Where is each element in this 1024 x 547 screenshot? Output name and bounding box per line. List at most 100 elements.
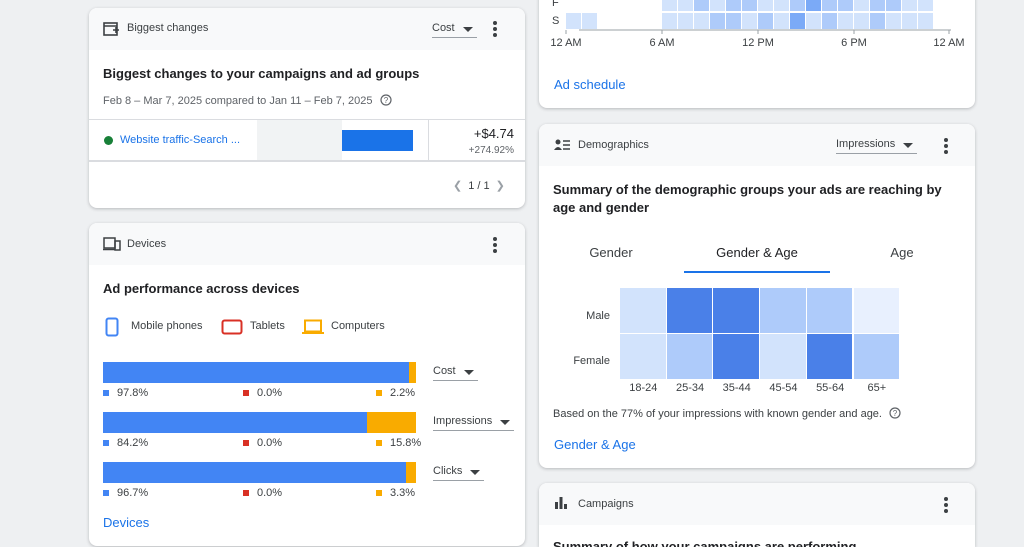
column-label: 55-64 <box>816 382 845 394</box>
device-bar-segment <box>103 412 367 433</box>
heat-cell <box>934 13 949 29</box>
heat-cell <box>582 0 597 11</box>
legend-swatch <box>243 490 249 496</box>
help-icon[interactable]: ? <box>379 94 392 106</box>
card-title: Ad performance across devices <box>103 281 300 296</box>
x-tick-label: 12 AM <box>933 37 964 49</box>
value-label: 2.2% <box>390 387 416 399</box>
metric-dropdown[interactable]: Clicks <box>433 465 485 481</box>
devices-card: Devices Ad performance across devices Mo… <box>89 223 525 546</box>
legend-label: Mobile phones <box>131 320 203 332</box>
legend-swatch <box>103 440 109 446</box>
heat-cell <box>853 334 900 379</box>
heat-cell <box>790 0 805 11</box>
value-label: 15.8% <box>390 437 422 449</box>
metric-dropdown[interactable]: Cost <box>432 22 477 38</box>
heat-cell <box>678 13 693 29</box>
row-label: Female <box>573 355 610 367</box>
column-label: 25-34 <box>675 382 705 394</box>
column-label: 45-54 <box>769 382 798 394</box>
heat-cell <box>566 0 581 11</box>
card-header-title: Campaigns <box>578 498 634 510</box>
heat-cell <box>760 334 806 379</box>
heat-cell <box>806 13 821 29</box>
ad-schedule-link[interactable]: Ad schedule <box>554 77 626 92</box>
heat-cell <box>662 0 677 11</box>
next-page[interactable]: ❯ <box>495 180 505 192</box>
value-label: 84.2% <box>117 437 149 449</box>
legend-swatch <box>376 490 382 496</box>
heat-cell <box>710 13 725 29</box>
x-tick-label: 12 AM <box>550 37 581 49</box>
tab[interactable]: Gender <box>589 245 633 260</box>
device-bar-segment <box>366 412 416 433</box>
svg-text:?: ? <box>893 409 898 418</box>
legend-swatch <box>103 390 109 396</box>
more-menu[interactable] <box>944 497 948 515</box>
column-label: 18-24 <box>629 382 658 394</box>
column-label: 65+ <box>867 382 887 394</box>
heat-cell <box>694 13 709 29</box>
prev-page[interactable]: ❮ <box>453 180 463 192</box>
more-menu[interactable] <box>944 138 948 156</box>
device-bar-segment <box>409 362 416 383</box>
heat-cell <box>838 0 853 11</box>
legend-label: Computers <box>331 320 385 332</box>
change-row: Website traffic-Search ... +$4.74 +274.9… <box>89 119 525 162</box>
heat-cell <box>630 13 645 29</box>
metric-dropdown[interactable]: Impressions <box>433 415 515 431</box>
campaign-link[interactable]: Website traffic-Search ... <box>120 134 241 146</box>
x-tick-label: 6 AM <box>649 37 674 49</box>
heat-cell <box>666 288 713 333</box>
device-bar-segment <box>103 462 406 483</box>
card-header-title: Biggest changes <box>127 22 209 34</box>
heat-cell <box>760 288 806 333</box>
heat-cell <box>758 0 773 11</box>
devices-link[interactable]: Devices <box>103 515 150 530</box>
more-menu[interactable] <box>493 237 497 255</box>
x-tick-label: 12 PM <box>742 37 774 49</box>
device-bar-segment <box>405 462 416 483</box>
heat-cell <box>726 0 741 11</box>
card-header <box>89 223 525 265</box>
heat-cell <box>902 13 917 29</box>
heat-cell <box>620 288 666 333</box>
help-icon[interactable]: ? <box>889 407 901 419</box>
row-label: Male <box>586 310 610 322</box>
heat-cell <box>713 334 760 379</box>
heat-cell <box>790 13 805 29</box>
row-label: S <box>552 15 559 27</box>
more-menu[interactable] <box>493 21 497 39</box>
gender-age-link[interactable]: Gender & Age <box>554 437 636 452</box>
svg-text:?: ? <box>383 96 388 105</box>
divider <box>428 120 429 161</box>
metric-dropdown[interactable]: Cost <box>433 365 478 381</box>
heat-cell <box>774 0 789 11</box>
bar-track <box>257 120 342 161</box>
biggest-changes-card: Biggest changes Cost Biggest changes to … <box>89 8 525 208</box>
computer-icon <box>302 319 324 334</box>
card-header-title: Demographics <box>578 139 649 151</box>
tab[interactable]: Age <box>890 245 914 260</box>
heat-cell <box>630 0 645 11</box>
value-label: 0.0% <box>257 437 283 449</box>
heat-cell <box>886 13 901 29</box>
status-dot <box>104 136 113 145</box>
value-label: 0.0% <box>257 387 283 399</box>
heat-cell <box>614 0 629 11</box>
value-label: 96.7% <box>117 487 149 499</box>
heat-cell <box>742 13 757 29</box>
mobile-icon <box>105 317 119 337</box>
heat-cell <box>806 288 853 333</box>
tab[interactable]: Gender & Age <box>716 245 798 260</box>
heat-cell <box>614 13 629 29</box>
metric-dropdown[interactable]: Impressions <box>836 138 918 154</box>
change-bar <box>342 130 413 151</box>
heat-cell <box>853 288 900 333</box>
heat-cell <box>620 334 666 379</box>
card-title: Summary of the demographic groups your a… <box>553 182 942 215</box>
change-value: +$4.74 <box>473 126 514 141</box>
heat-cell <box>710 0 725 11</box>
card-header <box>89 8 525 50</box>
heat-cell <box>646 0 661 11</box>
